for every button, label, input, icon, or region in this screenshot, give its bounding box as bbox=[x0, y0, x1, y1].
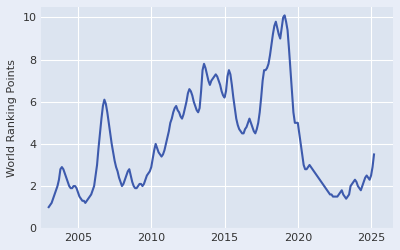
Y-axis label: World Ranking Points: World Ranking Points bbox=[7, 59, 17, 176]
